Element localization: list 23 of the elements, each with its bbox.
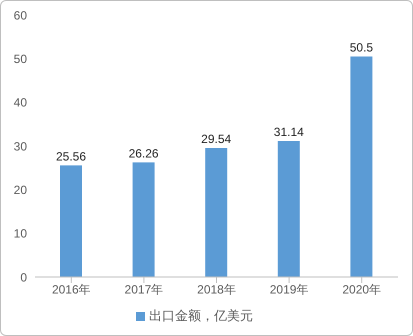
y-tick-label: 0 <box>20 270 28 284</box>
y-tick-label: 40 <box>14 96 28 110</box>
y-tick-label: 20 <box>14 182 28 197</box>
data-label: 50.5 <box>350 40 374 54</box>
y-tick-label: 50 <box>14 52 28 66</box>
bar <box>278 141 300 277</box>
x-tick-label: 2019年 <box>270 282 308 297</box>
data-label: 25.56 <box>56 149 86 164</box>
bar <box>350 56 372 277</box>
y-tick-label: 60 <box>14 8 28 22</box>
y-tick-label: 10 <box>14 226 28 241</box>
y-tick-label: 30 <box>14 139 28 154</box>
x-tick-label: 2020年 <box>342 282 382 297</box>
x-tick-label: 2016年 <box>52 282 91 297</box>
data-label: 26.26 <box>128 146 159 160</box>
x-tick-label: 2018年 <box>197 282 236 297</box>
bar <box>132 162 155 277</box>
data-label: 29.54 <box>201 132 232 146</box>
data-label: 31.14 <box>274 125 304 140</box>
bar <box>205 148 228 277</box>
x-tick-label: 2017年 <box>124 282 164 297</box>
legend-label: 出口金额，亿美元 <box>149 308 253 323</box>
bar <box>60 165 82 277</box>
